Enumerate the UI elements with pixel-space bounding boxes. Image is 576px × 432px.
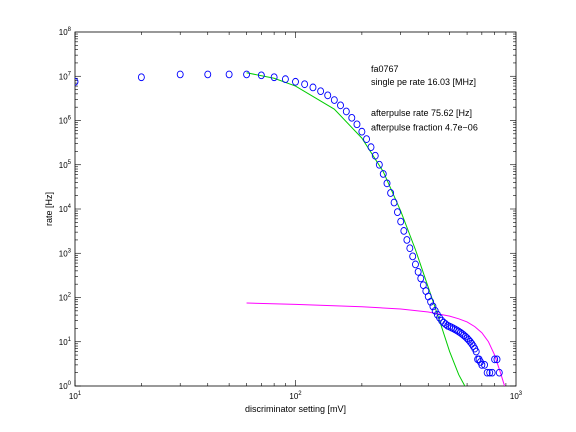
x-tick-label: 103 xyxy=(510,391,523,401)
data-point xyxy=(342,107,350,116)
annotations: fa0767 single pe rate 16.03 [MHz] afterpul… xyxy=(371,64,478,133)
data-point xyxy=(375,160,383,169)
annotation-text: afterpulse fraction 4.7e−06 xyxy=(371,122,478,132)
data-point xyxy=(348,113,356,122)
data-point xyxy=(243,70,251,79)
y-tick-label: 101 xyxy=(59,337,72,347)
x-axis-label: discriminator setting [mV] xyxy=(245,404,346,414)
data-point xyxy=(442,320,450,328)
data-point xyxy=(431,306,439,315)
y-tick-label: 100 xyxy=(59,381,72,391)
annotation-text: single pe rate 16.03 [MHz] xyxy=(371,77,476,87)
data-points xyxy=(75,70,503,377)
data-point xyxy=(453,326,461,335)
data-point xyxy=(429,302,437,311)
axis-ticks xyxy=(74,32,516,387)
data-point xyxy=(281,75,289,83)
data-point xyxy=(309,83,317,92)
fit-curves xyxy=(246,72,506,386)
data-point xyxy=(491,355,499,364)
data-point xyxy=(486,368,494,377)
annotation-text: fa0767 xyxy=(371,64,399,74)
data-point xyxy=(472,347,480,356)
data-point xyxy=(406,244,414,253)
data-point xyxy=(353,120,361,129)
data-point xyxy=(301,80,309,89)
data-point xyxy=(455,327,463,336)
data-point xyxy=(367,143,375,151)
data-point xyxy=(417,274,425,283)
data-point xyxy=(483,368,491,377)
data-point xyxy=(270,73,278,82)
y-tick-label: 106 xyxy=(59,116,72,126)
data-point xyxy=(383,179,391,188)
data-point xyxy=(397,217,405,226)
data-point xyxy=(478,361,486,369)
y-tick-label: 108 xyxy=(59,27,72,37)
data-point xyxy=(330,96,338,104)
x-tick-label: 102 xyxy=(289,391,302,401)
y-tick-label: 102 xyxy=(59,293,72,303)
data-point xyxy=(379,170,387,178)
data-point xyxy=(493,355,501,364)
data-point xyxy=(394,208,401,216)
data-point xyxy=(75,77,79,86)
x-tick-label: 101 xyxy=(69,391,82,401)
data-point xyxy=(317,87,325,96)
single-pe-fit-line xyxy=(246,72,466,386)
data-point xyxy=(409,252,417,261)
x-tick-labels: 101 102 103 xyxy=(69,391,523,401)
data-point xyxy=(204,70,212,79)
data-point xyxy=(358,127,366,136)
afterpulse-fit-line xyxy=(246,302,506,386)
data-point xyxy=(324,91,332,100)
y-axis-label: rate [Hz] xyxy=(44,192,54,226)
data-point xyxy=(488,368,496,377)
data-point xyxy=(412,260,419,269)
y-tick-label: 103 xyxy=(59,248,72,258)
data-point xyxy=(390,198,398,207)
data-point xyxy=(371,151,379,160)
data-point xyxy=(400,227,408,235)
data-point xyxy=(363,135,370,143)
data-point xyxy=(257,71,265,80)
data-point xyxy=(387,189,395,197)
data-point xyxy=(481,361,488,369)
data-point xyxy=(176,70,184,79)
data-point xyxy=(403,236,411,244)
data-point xyxy=(337,101,344,110)
y-tick-labels: 100 101 102 103 104 105 106 107 108 xyxy=(59,27,72,391)
y-tick-label: 107 xyxy=(59,71,72,81)
data-point xyxy=(495,368,503,377)
data-point xyxy=(414,267,422,276)
y-tick-label: 104 xyxy=(59,204,72,214)
plot-area xyxy=(74,31,517,387)
data-point xyxy=(137,73,145,82)
data-point xyxy=(292,77,299,86)
y-tick-label: 105 xyxy=(59,160,72,170)
annotation-text: afterpulse rate 75.62 [Hz] xyxy=(371,108,472,118)
data-point xyxy=(225,70,233,79)
data-point xyxy=(427,297,435,306)
